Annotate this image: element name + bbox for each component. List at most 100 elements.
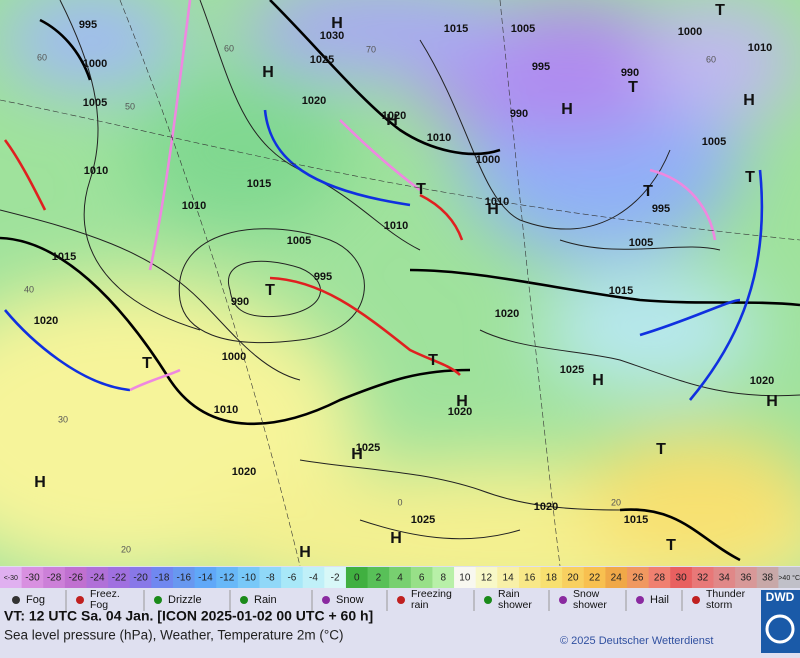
- scale-cell: [389, 567, 412, 588]
- valid-time: VT: 12 UTC Sa. 04 Jan. [ICON 2025-01-02 …: [4, 608, 373, 624]
- pressure-center: H: [766, 393, 778, 410]
- isobar-label: 1020: [750, 375, 774, 387]
- scale-label: 32: [697, 573, 709, 584]
- legend-label: Snow: [573, 588, 600, 600]
- scale-cell: [540, 567, 563, 588]
- isobar-label: 1005: [511, 23, 535, 35]
- isobar-label: 1010: [384, 220, 408, 232]
- isobar-label: 995: [532, 61, 550, 73]
- scale-label: 26: [632, 573, 644, 584]
- isobar-label: 1020: [448, 406, 472, 418]
- isobar-label: 1010: [214, 404, 238, 416]
- scale-label: 36: [740, 573, 752, 584]
- legend-icon: [484, 596, 492, 604]
- scale-label: -8: [266, 573, 275, 584]
- copyright: © 2025 Deutscher Wetterdienst: [560, 635, 713, 647]
- scale-cell: [518, 567, 542, 588]
- scale-cell: [475, 567, 498, 588]
- scale-cell: [410, 567, 433, 588]
- pressure-center: T: [666, 537, 676, 554]
- scale-cell: [497, 567, 520, 588]
- isobar-label: 1015: [444, 23, 468, 35]
- isobar-label: 1020: [34, 315, 58, 327]
- scale-cell: [281, 567, 304, 588]
- scale-label: 28: [654, 573, 666, 584]
- pressure-center: H: [351, 446, 363, 463]
- scale-cell: [562, 567, 585, 588]
- scale-cell: [756, 567, 779, 588]
- legend-label: shower: [498, 599, 532, 611]
- legend-label: Freez.: [90, 588, 120, 600]
- legend-label: rain: [411, 599, 429, 611]
- legend-icon: [154, 596, 162, 604]
- scale-cell: [43, 567, 66, 588]
- legend-label: Thunder: [706, 588, 746, 600]
- pressure-center: H: [331, 15, 343, 32]
- legend-label: Fog: [26, 594, 45, 606]
- isotherm-label: 20: [121, 544, 131, 554]
- isobar-label: 1000: [476, 154, 500, 166]
- isobar-label: 1020: [302, 95, 326, 107]
- scale-cell: [194, 567, 217, 588]
- pressure-center: T: [745, 169, 755, 186]
- scale-cell: [172, 567, 196, 588]
- scale-label: 2: [376, 573, 382, 584]
- legend-icon: [240, 596, 248, 604]
- pressure-center: T: [628, 79, 638, 96]
- scale-label: -16: [177, 573, 192, 584]
- pressure-center: H: [592, 372, 604, 389]
- legend-label: Drizzle: [168, 594, 202, 606]
- pressure-center: T: [643, 183, 653, 200]
- isobar-label: 1025: [356, 442, 380, 454]
- scale-label: -2: [331, 573, 340, 584]
- isobar-label: 1015: [609, 285, 633, 297]
- scale-cell: [302, 567, 325, 588]
- scale-cell: [0, 567, 23, 588]
- isobar-label: 1005: [83, 97, 107, 109]
- pressure-center: H: [487, 201, 499, 218]
- pressure-center: T: [715, 2, 725, 19]
- scale-label: <-30: [4, 575, 18, 582]
- isobar-label: 1025: [310, 54, 334, 66]
- pressure-center: T: [656, 441, 666, 458]
- scale-label: -30: [25, 573, 40, 584]
- isobar-label: 1005: [629, 237, 653, 249]
- pressure-center: H: [299, 544, 311, 561]
- isobar-label: 1000: [83, 58, 107, 70]
- legend-label: Rain: [254, 594, 277, 606]
- isobar-label: 1010: [84, 165, 108, 177]
- scale-cell: [216, 567, 239, 588]
- scale-label: -26: [68, 573, 83, 584]
- scale-label: 14: [503, 573, 515, 584]
- legend-icon: [322, 596, 330, 604]
- pressure-center: H: [34, 474, 46, 491]
- scale-label: -4: [309, 573, 318, 584]
- scale-cell: [627, 567, 650, 588]
- isobar-label: 1010: [182, 200, 206, 212]
- scale-label: 6: [419, 573, 425, 584]
- isobar-label: 1005: [702, 136, 726, 148]
- legend-icon: [76, 596, 84, 604]
- scale-cell: [345, 567, 369, 588]
- isobar-label: 1020: [232, 466, 256, 478]
- scale-label: -6: [287, 573, 296, 584]
- scale-cell: [129, 567, 152, 588]
- scale-label: -14: [198, 573, 213, 584]
- isobar-label: 1020: [495, 308, 519, 320]
- isobar-label: 1020: [382, 110, 406, 122]
- scale-cell: [454, 567, 477, 588]
- pressure-center: H: [743, 92, 755, 109]
- scale-label: 18: [546, 573, 558, 584]
- scale-label: 4: [397, 573, 403, 584]
- scale-cell: [605, 567, 628, 588]
- isobar-label: 1015: [52, 251, 76, 263]
- pressure-center: H: [386, 112, 398, 129]
- isobar-label: 1010: [748, 42, 772, 54]
- scale-cell: [259, 567, 282, 588]
- isotherm-label: 60: [37, 52, 47, 62]
- isobar-label: 995: [652, 203, 670, 215]
- scale-label: -28: [47, 573, 62, 584]
- scale-cell: [735, 567, 758, 588]
- pressure-center: H: [561, 101, 573, 118]
- pressure-center: T: [142, 355, 152, 372]
